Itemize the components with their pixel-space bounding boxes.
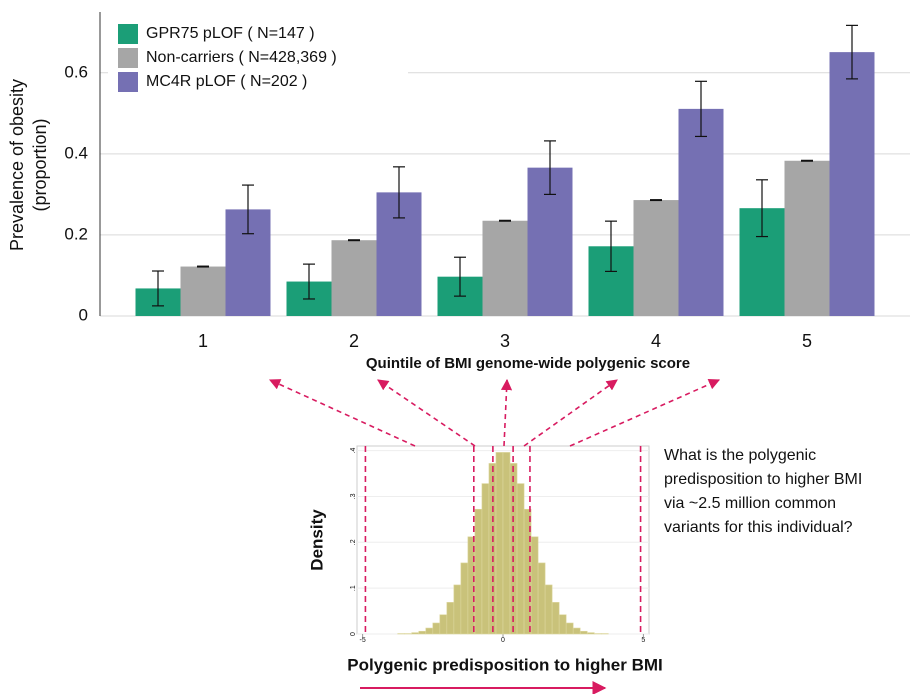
histogram-bar [460, 562, 469, 635]
histogram-bar [551, 602, 560, 635]
y-tick-label: .2 [350, 539, 357, 545]
x-tick-label: 1 [198, 331, 208, 351]
histogram-bar [572, 627, 581, 635]
histogram-bar [453, 584, 462, 635]
arrow [377, 379, 476, 447]
arrow [569, 378, 721, 447]
error-bar [650, 199, 662, 202]
error-bar [197, 265, 209, 268]
histogram-bar [481, 483, 490, 635]
histogram-bar [544, 584, 553, 635]
error-bar [544, 140, 556, 195]
histogram-bar [502, 452, 511, 635]
annotation: via ~2.5 million common [664, 495, 836, 512]
x-axis-label: Polygenic predisposition to higher BMI [347, 655, 662, 674]
error-bar [605, 220, 617, 273]
annotation: What is the polygenic [664, 447, 816, 464]
y-tick-label: .3 [350, 493, 357, 499]
histogram-bar [411, 632, 420, 635]
error-bar [454, 256, 466, 297]
bar [180, 266, 226, 316]
error-bar [801, 159, 813, 162]
x-tick-label: 4 [651, 331, 661, 351]
legend-bg [108, 16, 408, 98]
histogram-bar [586, 632, 595, 635]
legend-label: GPR75 pLOF ( N=147 ) [146, 25, 315, 42]
histogram-bar [446, 602, 455, 635]
error-bar [695, 80, 707, 138]
legend-label: MC4R pLOF ( N=202 ) [146, 73, 307, 90]
x-axis-label: Quintile of BMI genome-wide polygenic sc… [366, 355, 690, 372]
x-tick-label: -5 [359, 637, 365, 644]
histogram-bar [530, 536, 539, 635]
annotation: predisposition to higher BMI [664, 471, 862, 488]
error-bar [242, 184, 254, 235]
bar [678, 108, 724, 316]
x-tick-label: 0 [501, 637, 505, 644]
y-axis-label: Density [307, 509, 326, 571]
histogram-bar [474, 508, 483, 635]
y-tick-label: 0.4 [64, 143, 88, 162]
legend-swatch [118, 24, 138, 44]
histogram-bar [558, 614, 567, 635]
bar [633, 200, 679, 316]
y-tick-label: .4 [350, 448, 357, 454]
error-bar [756, 179, 768, 238]
x-tick-label: 5 [802, 331, 812, 351]
arrow [523, 379, 618, 447]
error-bar [846, 24, 858, 80]
x-tick-label: 2 [349, 331, 359, 351]
x-tick-label: 3 [500, 331, 510, 351]
histogram-bar [432, 622, 441, 635]
arrows [268, 378, 721, 447]
bar [482, 220, 528, 316]
legend-swatch [118, 48, 138, 68]
histogram-bar [565, 622, 574, 635]
error-bar [303, 263, 315, 300]
histogram-bar [537, 562, 546, 635]
y-tick-label: .1 [350, 585, 357, 591]
x-tick-label: 5 [641, 637, 645, 644]
histogram-bar [425, 627, 434, 635]
y-tick-label: 0 [350, 632, 357, 636]
arrow [500, 378, 513, 447]
annotation: variants for this individual? [664, 519, 853, 536]
error-bar [393, 166, 405, 219]
error-bar [152, 270, 164, 307]
legend-swatch [118, 72, 138, 92]
histogram-bar [439, 614, 448, 635]
y-tick-label: 0.2 [64, 224, 88, 243]
bar [331, 240, 377, 316]
histogram-bar [516, 483, 525, 635]
y-tick-label: 0.6 [64, 62, 88, 81]
y-tick-label: 0 [79, 305, 88, 324]
error-bar [348, 239, 360, 242]
y-axis-label: Prevalence of obesity [7, 79, 27, 251]
histogram-bar [495, 452, 504, 635]
histogram-bar [579, 630, 588, 635]
legend-label: Non-carriers ( N=428,369 ) [146, 49, 337, 66]
error-bar [499, 219, 511, 222]
bar [784, 160, 830, 316]
y-axis-label: (proportion) [30, 118, 50, 211]
histogram-bar [418, 630, 427, 635]
bar [829, 52, 875, 317]
